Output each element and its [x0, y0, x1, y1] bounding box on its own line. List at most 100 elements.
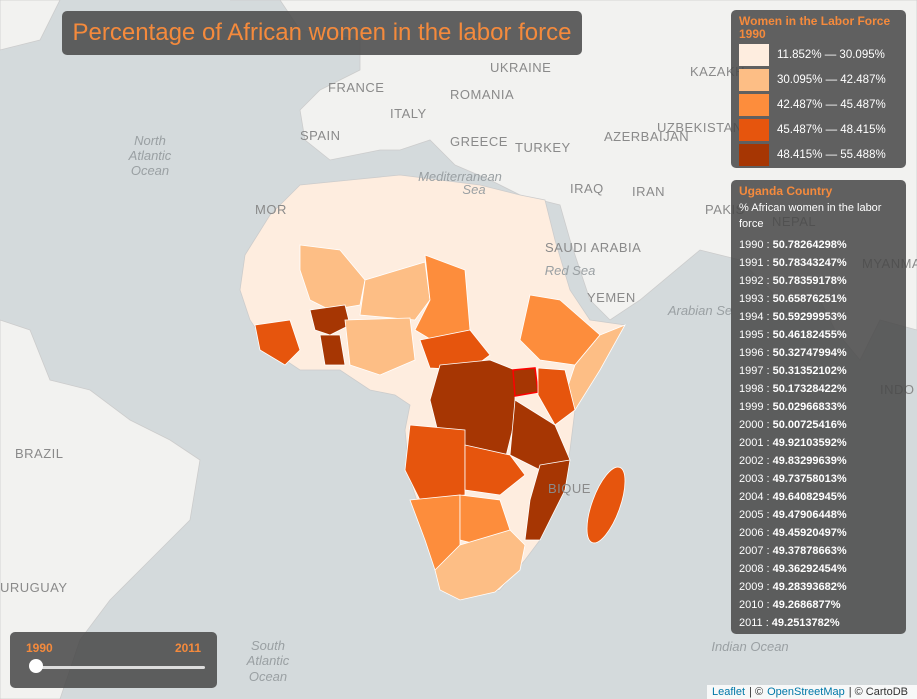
attribution: Leaflet | © OpenStreetMap | © CartoDB: [707, 685, 917, 699]
info-value: 50.31352102%: [772, 365, 847, 377]
slider-track[interactable]: [35, 666, 205, 669]
legend-label: 48.415% — 55.488%: [777, 149, 886, 161]
info-row: 1993 :50.65876251%: [731, 290, 906, 308]
info-year: 1995 :: [739, 329, 770, 341]
map-label: IRAN: [632, 184, 665, 199]
map-label: BIQUE: [548, 481, 591, 496]
map-label: KAZAKH: [690, 64, 745, 79]
info-year: 2010 :: [739, 599, 770, 611]
americas: [0, 319, 201, 699]
info-year: 2011 :: [739, 617, 769, 629]
info-row: 2006 :49.45920497%: [731, 524, 906, 542]
legend-swatch: [739, 119, 769, 141]
info-value: 49.83299639%: [772, 455, 847, 467]
info-row: 2003 :49.73758013%: [731, 470, 906, 488]
map-label: Atlantic: [246, 653, 290, 668]
info-year: 2005 :: [739, 509, 770, 521]
info-panel: Uganda Country % African women in the la…: [731, 180, 906, 634]
info-row: 2010 :49.2686877%: [731, 596, 906, 614]
attribution-link[interactable]: Leaflet: [712, 686, 746, 698]
info-row: 2001 :49.92103592%: [731, 434, 906, 452]
legend-item: 45.487% — 48.415%: [739, 119, 906, 141]
info-year: 2001 :: [739, 437, 770, 449]
map-label: Arabian Se: [667, 303, 732, 318]
map-label: UKRAINE: [490, 60, 551, 75]
info-year: 1993 :: [739, 293, 770, 305]
info-year: 2000 :: [739, 419, 770, 431]
info-year: 1998 :: [739, 383, 770, 395]
map-label: South: [251, 638, 285, 653]
greenland: [0, 0, 61, 51]
info-year: 1994 :: [739, 311, 770, 323]
slider-knob[interactable]: [29, 659, 43, 673]
info-value: 49.28393682%: [772, 581, 847, 593]
info-row: 1994 :50.59299953%: [731, 308, 906, 326]
legend-swatch: [739, 69, 769, 91]
info-subtitle: % African women in the labor force: [739, 202, 882, 230]
country: [404, 424, 466, 501]
map-label: BRAZIL: [15, 446, 64, 461]
info-value: 49.47906448%: [772, 509, 847, 521]
info-year: 1992 :: [739, 275, 770, 287]
title: Percentage of African women in the labor…: [62, 11, 582, 55]
map-label: ITALY: [390, 106, 427, 121]
info-value: 49.45920497%: [772, 527, 847, 539]
info-title: Uganda Country: [739, 184, 833, 198]
country: [344, 317, 416, 376]
info-year: 1990 :: [739, 239, 770, 251]
info-row: 1991 :50.78343247%: [731, 254, 906, 272]
info-value: 50.02966833%: [772, 401, 847, 413]
info-year: 1997 :: [739, 365, 770, 377]
attribution-link[interactable]: OpenStreetMap: [767, 686, 845, 698]
legend-item: 42.487% — 45.487%: [739, 94, 906, 116]
info-value: 49.2513782%: [771, 617, 840, 629]
legend-swatch: [739, 44, 769, 66]
info-year: 2003 :: [739, 473, 770, 485]
legend-label: 42.487% — 45.487%: [777, 99, 886, 111]
info-value: 49.36292454%: [772, 563, 847, 575]
country: [586, 466, 626, 544]
info-row: 1992 :50.78359178%: [731, 272, 906, 290]
legend: Women in the Labor Force 1990 11.852% — …: [731, 10, 906, 168]
info-year: 2004 :: [739, 491, 770, 503]
info-row: 1998 :50.17328422%: [731, 380, 906, 398]
info-value: 50.17328422%: [772, 383, 847, 395]
info-value: 50.00725416%: [772, 419, 847, 431]
info-value: 49.73758013%: [772, 473, 847, 485]
info-value: 50.78343247%: [772, 257, 847, 269]
info-value: 49.92103592%: [772, 437, 847, 449]
map-label: MOR: [255, 202, 287, 217]
country: [309, 304, 351, 336]
legend-label: 45.487% — 48.415%: [777, 124, 886, 136]
legend-swatch: [739, 144, 769, 166]
info-row: 1995 :50.46182455%: [731, 326, 906, 344]
info-value: 50.59299953%: [772, 311, 847, 323]
map-label: Ocean: [131, 163, 169, 178]
info-value: 49.64082945%: [772, 491, 847, 503]
info-year: 2007 :: [739, 545, 770, 557]
country: [512, 367, 539, 397]
country: [254, 319, 301, 366]
attribution-text: | © CartoDB: [848, 686, 908, 698]
info-year: 2002 :: [739, 455, 770, 467]
year-slider[interactable]: 1990 2011: [10, 632, 217, 688]
map-label: ROMANIA: [450, 87, 514, 102]
info-year: 2006 :: [739, 527, 770, 539]
info-value: 49.37878663%: [772, 545, 847, 557]
legend-item: 30.095% — 42.487%: [739, 69, 906, 91]
map-label: Ocean: [249, 669, 287, 684]
countries: [254, 244, 626, 601]
info-value: 50.46182455%: [772, 329, 847, 341]
map-label: North: [134, 133, 166, 148]
country: [537, 367, 576, 426]
country: [319, 334, 346, 366]
info-row: 2009 :49.28393682%: [731, 578, 906, 596]
info-year: 2008 :: [739, 563, 770, 575]
map-label: Mediterranean: [418, 169, 502, 184]
map-label: FRANCE: [328, 80, 384, 95]
country: [359, 261, 431, 321]
slider-start: 1990: [26, 641, 53, 655]
country: [434, 529, 526, 601]
map-label: YEMEN: [587, 290, 636, 305]
